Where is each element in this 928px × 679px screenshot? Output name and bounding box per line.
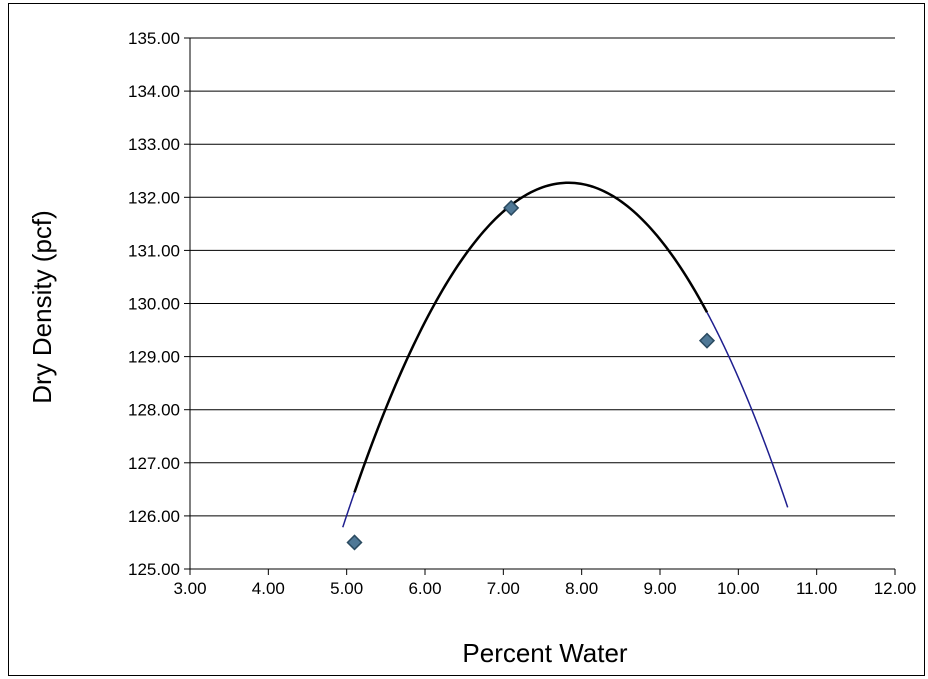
fit-curve-main xyxy=(353,181,709,493)
x-tick-label-8: 11.00 xyxy=(796,579,837,598)
y-tick-label-5: 130.00 xyxy=(128,295,180,314)
data-point-1 xyxy=(503,199,520,216)
y-tick-label-10: 135.00 xyxy=(128,29,180,48)
y-tick-label-6: 131.00 xyxy=(128,241,180,260)
y-tick-label-7: 132.00 xyxy=(128,188,180,207)
x-tick-label-9: 12.00 xyxy=(874,579,917,598)
x-tick-label-5: 8.00 xyxy=(565,579,598,598)
y-tick-label-4: 129.00 xyxy=(128,348,180,367)
data-points xyxy=(346,199,716,551)
fit-curve-right-tail xyxy=(706,311,789,508)
x-tick-label-7: 10.00 xyxy=(717,579,760,598)
data-point-0 xyxy=(346,534,363,551)
y-tick-label-0: 125.00 xyxy=(128,560,180,579)
x-tick-labels: 3.00 4.00 5.00 6.00 7.00 8.00 9.00 10.00 11.00 12… xyxy=(173,579,916,598)
x-tick-label-6: 9.00 xyxy=(643,579,676,598)
y-axis-title: Dry Density (pcf) xyxy=(27,210,57,404)
x-tick-label-3: 6.00 xyxy=(408,579,441,598)
fit-curve xyxy=(342,181,789,528)
chart-svg: 125.00 126.00 127.00 128.00 129.00 130.00 131.… xyxy=(27,29,916,668)
y-tick-label-2: 127.00 xyxy=(128,454,180,473)
y-tick-label-9: 134.00 xyxy=(128,82,180,101)
y-tick-label-3: 128.00 xyxy=(128,401,180,420)
y-tick-label-1: 126.00 xyxy=(128,507,180,526)
x-tick-label-1: 4.00 xyxy=(252,579,285,598)
axes xyxy=(184,37,896,575)
grid-lines xyxy=(190,37,895,570)
x-axis-title: Percent Water xyxy=(462,638,628,668)
x-tick-label-0: 3.00 xyxy=(173,579,206,598)
data-point-2 xyxy=(698,332,716,349)
chart-frame: 125.00 126.00 127.00 128.00 129.00 130.00 131.… xyxy=(8,3,925,676)
x-tick-label-2: 5.00 xyxy=(330,579,363,598)
x-tick-label-4: 7.00 xyxy=(487,579,520,598)
fit-curve-left-tail xyxy=(342,492,356,528)
y-tick-labels: 125.00 126.00 127.00 128.00 129.00 130.00 131.… xyxy=(128,29,180,579)
y-tick-label-8: 133.00 xyxy=(128,135,180,154)
